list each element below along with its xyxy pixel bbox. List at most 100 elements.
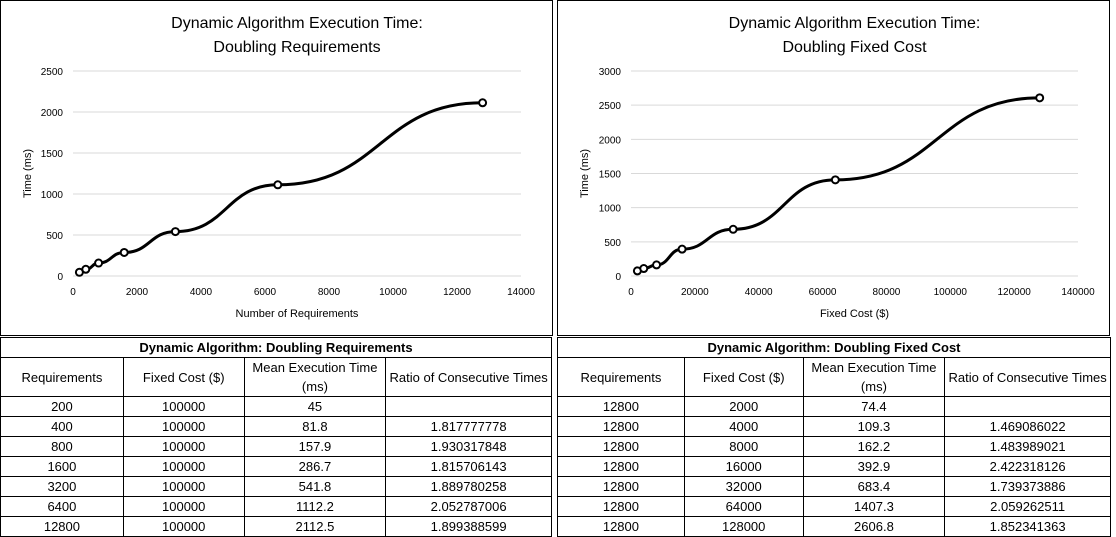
- table-cell: 74.4: [802, 396, 946, 417]
- table-cell: 12800: [0, 516, 124, 537]
- table-cell: [944, 396, 1111, 417]
- x-tick-label: 4000: [190, 287, 213, 298]
- table-cell: 683.4: [802, 476, 946, 497]
- table-row: 400 100000 81.8 1.817777778: [0, 416, 552, 437]
- x-tick-label: 140000: [1061, 287, 1095, 298]
- x-tick-label: 8000: [318, 287, 341, 298]
- table-cell: 32000: [683, 476, 804, 497]
- table-cell: 16000: [683, 456, 804, 477]
- data-point: [119, 247, 129, 257]
- table-cell: 200: [0, 396, 124, 417]
- table-cell: 45: [243, 396, 387, 417]
- x-tick-label: 12000: [443, 287, 471, 298]
- column-header: Fixed Cost ($): [122, 357, 245, 397]
- table-cell: 800: [0, 436, 124, 457]
- data-point: [1035, 93, 1045, 103]
- table-cell: 541.8: [243, 476, 387, 497]
- table-cell: 2000: [683, 396, 804, 417]
- y-tick-label: 0: [615, 272, 621, 283]
- table-cell: 100000: [122, 416, 245, 437]
- chart-title: Dynamic Algorithm Execution Time:: [729, 15, 981, 32]
- table-cell: 109.3: [802, 416, 946, 437]
- table-row: 12800 128000 2606.8 1.852341363: [557, 516, 1111, 537]
- table-cell: 12800: [557, 436, 685, 457]
- table-cell: 64000: [683, 496, 804, 517]
- table-cell: 6400: [0, 496, 124, 517]
- table-cell: 2.052787006: [385, 496, 552, 517]
- x-axis-title: Number of Requirements: [236, 308, 359, 320]
- data-point: [830, 175, 840, 185]
- chart-title: Dynamic Algorithm Execution Time:: [171, 15, 423, 32]
- table-cell: 157.9: [243, 436, 387, 457]
- table-doubling-fixed-cost: Dynamic Algorithm: Doubling Fixed Cost R…: [557, 337, 1111, 537]
- y-tick-label: 0: [57, 272, 63, 283]
- table-cell: 1.483989021: [944, 436, 1111, 457]
- y-tick-label: 2500: [41, 67, 64, 78]
- table-cell: 8000: [683, 436, 804, 457]
- y-tick-label: 1500: [599, 170, 622, 181]
- x-tick-label: 80000: [873, 287, 901, 298]
- table-cell: 2.422318126: [944, 456, 1111, 477]
- y-tick-label: 1000: [41, 190, 64, 201]
- y-axis-title: Time (ms): [22, 149, 34, 198]
- data-point: [639, 264, 649, 274]
- x-tick-label: 60000: [809, 287, 837, 298]
- table-cell: 12800: [557, 476, 685, 497]
- column-header: Ratio of Consecutive Times: [944, 357, 1111, 397]
- table-cell: 128000: [683, 516, 804, 537]
- table-row: 12800 32000 683.4 1.739373886: [557, 476, 1111, 497]
- table-cell: 1.469086022: [944, 416, 1111, 437]
- table-row: 800 100000 157.9 1.930317848: [0, 436, 552, 457]
- y-tick-label: 1000: [599, 204, 622, 215]
- data-point: [273, 180, 283, 190]
- chart-requirements: 0 500 1000 1500 2000 2500 0 2000 4000 6000 8000 100…: [22, 15, 535, 320]
- table-row: 12800 64000 1407.3 2.059262511: [557, 496, 1111, 517]
- table-row: 6400 100000 1112.2 2.052787006: [0, 496, 552, 517]
- data-point: [728, 224, 738, 234]
- column-header: Mean Execution Time (ms): [243, 357, 387, 397]
- table-cell: 100000: [122, 516, 245, 537]
- table-row: 3200 100000 541.8 1.889780258: [0, 476, 552, 497]
- table-cell: 2112.5: [243, 516, 387, 537]
- data-point: [677, 244, 687, 254]
- data-point: [478, 98, 488, 108]
- chart-fixed-cost: 0 500 1000 1500 2000 2500 3000 0 20000 40000 60000…: [579, 15, 1095, 320]
- table-cell: 1.815706143: [385, 456, 552, 477]
- table-row: 12800 8000 162.2 1.483989021: [557, 436, 1111, 457]
- data-point: [81, 264, 91, 274]
- x-tick-label: 2000: [126, 287, 149, 298]
- table-cell: 162.2: [802, 436, 946, 457]
- y-tick-label: 1500: [41, 149, 64, 160]
- x-axis-title: Fixed Cost ($): [820, 308, 889, 320]
- x-tick-label: 20000: [681, 287, 709, 298]
- table-cell: 100000: [122, 456, 245, 477]
- table-cell: 3200: [0, 476, 124, 497]
- x-tick-label: 10000: [379, 287, 407, 298]
- table-row: 12800 4000 109.3 1.469086022: [557, 416, 1111, 437]
- table-cell: 2.059262511: [944, 496, 1111, 517]
- table-cell: 1600: [0, 456, 124, 477]
- chart-title: Doubling Fixed Cost: [782, 39, 927, 56]
- table-cell: 12800: [557, 396, 685, 417]
- table-cell: 12800: [557, 516, 685, 537]
- table-cell: 392.9: [802, 456, 946, 477]
- table-cell: 1.852341363: [944, 516, 1111, 537]
- y-tick-label: 2000: [41, 108, 64, 119]
- table-cell: 2606.8: [802, 516, 946, 537]
- column-header: Requirements: [557, 357, 685, 397]
- table-cell: 100000: [122, 436, 245, 457]
- x-tick-label: 0: [70, 287, 76, 298]
- x-tick-label: 14000: [507, 287, 535, 298]
- data-point: [652, 260, 662, 270]
- table-row: 12800 16000 392.9 2.422318126: [557, 456, 1111, 477]
- table-caption: Dynamic Algorithm: Doubling Fixed Cost: [557, 337, 1111, 358]
- table-row: 12800 100000 2112.5 1.899388599: [0, 516, 552, 537]
- chart-panel-requirements: 0 500 1000 1500 2000 2500 0 2000 4000 6000 8000 100…: [0, 0, 553, 336]
- column-header: Fixed Cost ($): [683, 357, 804, 397]
- x-tick-label: 0: [628, 287, 634, 298]
- table-cell: [385, 396, 552, 417]
- table-cell: 12800: [557, 496, 685, 517]
- table-row: 200 100000 45: [0, 396, 552, 417]
- table-cell: 4000: [683, 416, 804, 437]
- x-tick-label: 100000: [934, 287, 968, 298]
